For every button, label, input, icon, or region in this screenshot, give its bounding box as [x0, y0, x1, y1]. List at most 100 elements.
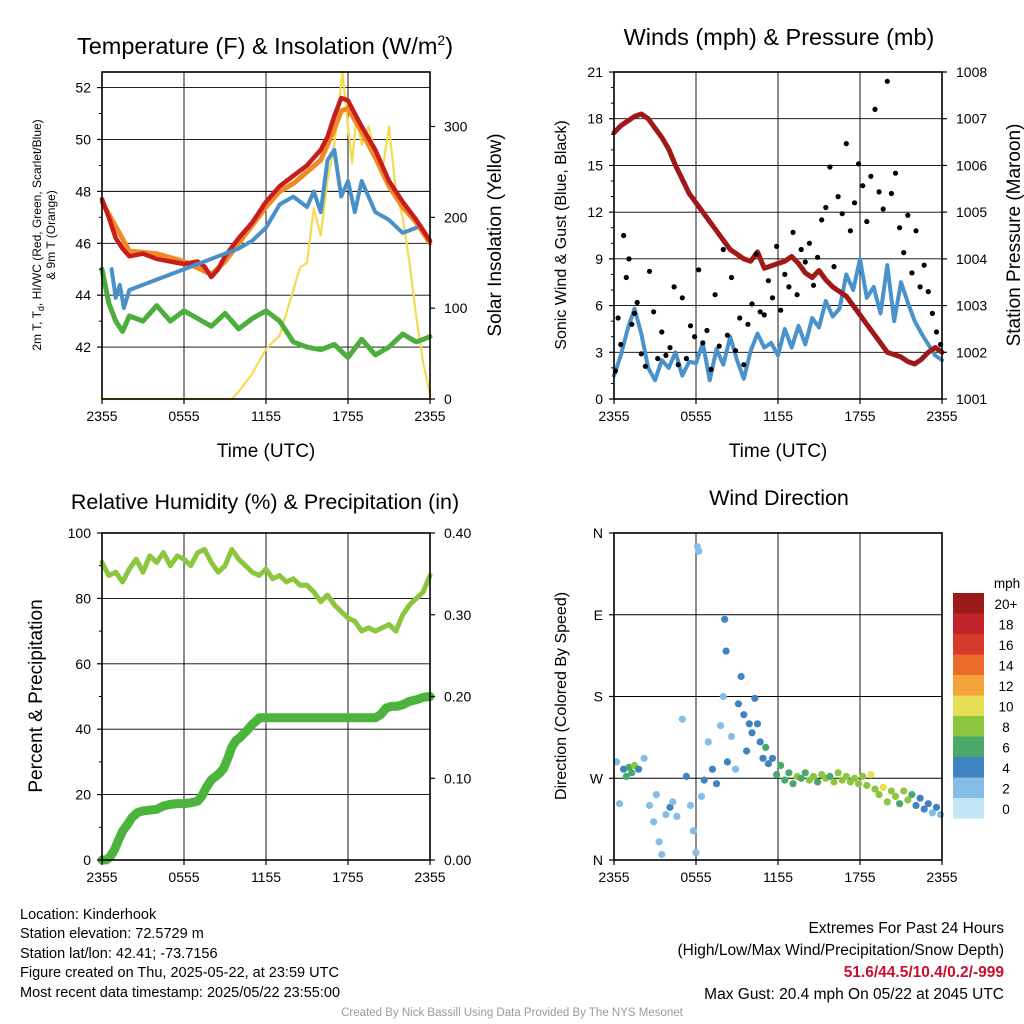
gust-point [847, 228, 854, 234]
legend-swatch [953, 593, 984, 614]
direction-panel: Wind Direction 2355 0555 1155 1755 2355NWSEN… [553, 486, 1020, 885]
direction-point [722, 647, 730, 655]
direction-point [912, 801, 920, 810]
station-latlon: Station lat/lon: 42.41; -73.7156 [20, 945, 218, 962]
legend-label: 10 [998, 700, 1013, 715]
direction-point [682, 772, 691, 781]
temperature-panel: Temperature (F) & Insolation (W/m2) 2355… [30, 32, 506, 462]
direction-title: Wind Direction [709, 486, 849, 510]
gust-point [860, 183, 866, 189]
legend-label: 8 [1002, 720, 1010, 735]
gust-point [671, 284, 677, 290]
y-tick-label: 44 [75, 287, 91, 303]
y-tick-label: 50 [75, 131, 91, 147]
y-tick-label: 12 [587, 204, 603, 220]
direction-point [717, 722, 725, 730]
series-td [99, 266, 433, 360]
gust-point [856, 161, 862, 167]
direction-point [777, 761, 785, 770]
legend-title: mph [994, 576, 1020, 591]
direction-point [879, 783, 887, 791]
y2-tick-label: 1002 [956, 344, 987, 360]
recent-timestamp: Most recent data timestamp: 2025/05/22 2… [20, 984, 341, 1001]
gust-point [638, 351, 644, 357]
station-elevation: Station elevation: 72.5729 m [20, 926, 204, 943]
direction-point [615, 800, 624, 808]
gust-point [884, 78, 890, 84]
legend-swatch [953, 675, 984, 696]
gust-point [683, 355, 690, 362]
gust-point [794, 292, 800, 298]
direction-point [650, 818, 658, 826]
direction-point [789, 780, 797, 788]
gust-point [925, 289, 931, 295]
y2-tick-label: 1003 [956, 298, 987, 314]
x-tick-label: 1755 [332, 408, 363, 424]
legend-label: 0 [1002, 802, 1010, 817]
y-tick-label: 40 [75, 721, 91, 737]
y-tick-label: 80 [75, 590, 91, 606]
gust-point [782, 271, 788, 277]
direction-point [768, 754, 777, 762]
direction-point [937, 811, 945, 819]
y2-tick-label: 0.30 [444, 607, 471, 623]
direction-point [875, 791, 883, 799]
direction-point [916, 794, 924, 802]
gust-point [921, 262, 927, 268]
gust-point [810, 282, 817, 288]
x-tick-label: 1155 [763, 408, 793, 424]
legend-label: 16 [998, 638, 1013, 653]
direction-series [613, 543, 945, 859]
direction-point [801, 769, 809, 777]
x-tick-label: 2355 [598, 869, 629, 885]
y-tick-label: 46 [75, 235, 91, 251]
direction-point [658, 850, 666, 859]
series-sonic-wind [612, 256, 944, 383]
direction-point [737, 672, 745, 681]
y2-tick-label: 0 [444, 391, 452, 407]
y-tick-label: S [594, 689, 603, 705]
series-hi-wc [109, 147, 419, 311]
direction-frame [613, 532, 943, 861]
x-tick-label: 1755 [844, 869, 875, 885]
direction-point [883, 798, 891, 806]
direction-point [924, 800, 932, 808]
direction-point [628, 769, 636, 777]
x-tick-label: 0555 [680, 408, 711, 424]
direction-point [727, 732, 736, 741]
figure-created: Figure created on Thu, 2025-05-22, at 23… [20, 965, 339, 982]
x-tick-label: 2355 [86, 408, 117, 424]
direction-point [652, 791, 661, 799]
gust-point [728, 274, 735, 281]
direction-point [662, 811, 670, 819]
direction-point [625, 763, 633, 772]
wind-frame [613, 71, 943, 400]
direction-point [842, 772, 850, 781]
gust-point [798, 246, 804, 253]
direction-point [900, 787, 908, 795]
gust-point [737, 315, 743, 321]
direction-point [689, 827, 697, 835]
y-tick-label: 60 [75, 656, 91, 672]
direction-point [809, 772, 818, 781]
gust-point [933, 329, 940, 335]
legend-swatch [953, 634, 984, 655]
y2-tick-label: 0.40 [444, 525, 471, 541]
direction-point [669, 798, 677, 806]
direction-point [891, 792, 900, 801]
y2-tick-label: 300 [444, 119, 468, 135]
temperature-series [99, 70, 433, 401]
pressure-y2label: Station Pressure (Maroon) [1004, 124, 1024, 347]
legend-label: 14 [998, 659, 1014, 674]
y-tick-label: 20 [75, 787, 91, 803]
y-tick-label: 21 [587, 64, 603, 80]
humidity-frame [101, 532, 431, 861]
series-precipitation [97, 692, 435, 865]
wind-xlabel: Time (UTC) [729, 441, 828, 462]
gust-point [659, 329, 665, 335]
y-tick-label: 3 [595, 344, 603, 360]
direction-point [640, 754, 648, 762]
direction-point [867, 771, 875, 779]
gust-point [663, 352, 669, 358]
